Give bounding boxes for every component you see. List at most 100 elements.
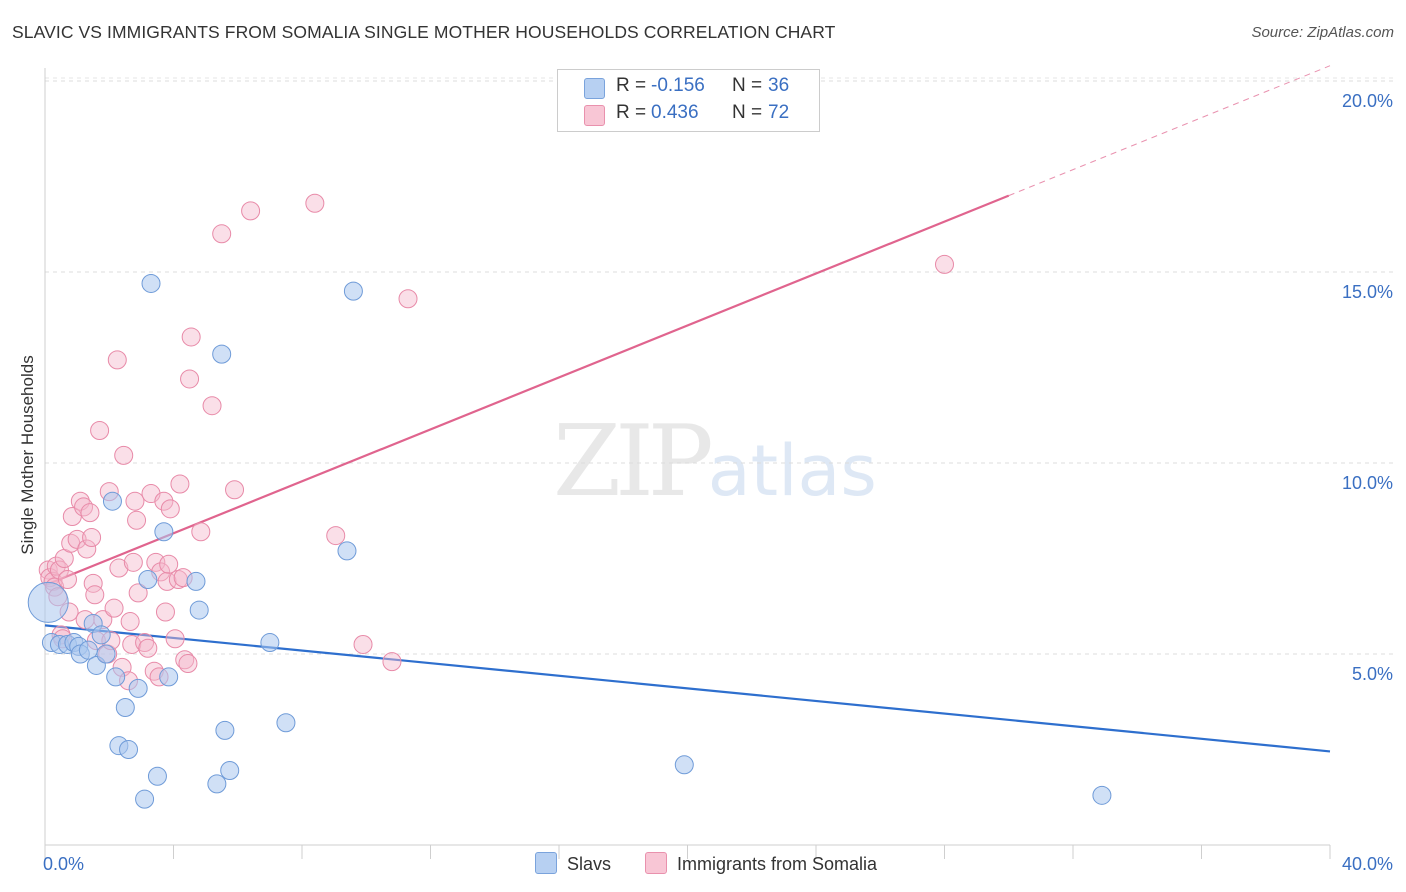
- somalia-point: [135, 633, 155, 653]
- somalia-legend-swatch: [645, 852, 667, 874]
- slavs-point: [186, 571, 206, 591]
- somalia-point: [128, 583, 148, 603]
- y-tick-label: 5.0%: [1352, 664, 1393, 684]
- slavs-legend-label: Slavs: [567, 854, 612, 874]
- somalia-point: [109, 558, 129, 578]
- somalia-trend-line: [44, 194, 1010, 587]
- somalia-point: [326, 526, 346, 546]
- slavs-point: [135, 789, 155, 809]
- slavs-r-value: -0.156: [651, 75, 705, 96]
- slavs-point: [159, 667, 179, 687]
- somalia-point: [180, 369, 200, 389]
- slavs-point: [138, 570, 158, 590]
- somalia-point: [154, 491, 174, 511]
- slavs-point: [91, 625, 111, 645]
- somalia-point: [80, 503, 100, 523]
- slavs-legend-swatch: [535, 852, 557, 874]
- somalia-point: [353, 634, 373, 654]
- somalia-point: [155, 602, 175, 622]
- x-tick-label-min: 0.0%: [43, 854, 84, 874]
- legend-item-slavs[interactable]: Slavs: [535, 852, 611, 875]
- somalia-point: [241, 201, 261, 221]
- slavs-point: [141, 273, 161, 293]
- slavs-swatch: [584, 78, 605, 99]
- data-points: [27, 193, 1112, 809]
- watermark-atlas: atlas: [707, 430, 877, 512]
- somalia-point: [46, 556, 66, 576]
- slavs-point: [106, 667, 126, 687]
- slavs-point: [220, 761, 240, 781]
- somalia-point: [104, 598, 124, 618]
- slavs-point: [27, 581, 69, 623]
- somalia-point: [170, 474, 190, 494]
- somalia-point: [120, 612, 140, 632]
- slavs-point: [215, 720, 235, 740]
- slavs-point: [115, 697, 135, 717]
- somalia-point: [127, 510, 147, 530]
- trend-lines: [44, 65, 1331, 753]
- somalia-point: [107, 350, 127, 370]
- somalia-point: [90, 421, 110, 441]
- somalia-point: [49, 560, 69, 580]
- watermark-zip: ZIP: [553, 405, 714, 519]
- slavs-n-value: 36: [768, 75, 790, 96]
- y-axis-label: Single Mother Households: [18, 355, 37, 555]
- slavs-point: [189, 600, 209, 620]
- x-tick-label-max: 40.0%: [1342, 854, 1393, 874]
- somalia-point: [225, 480, 245, 500]
- somalia-point: [138, 638, 158, 658]
- somalia-point: [85, 585, 105, 605]
- slavs-point: [102, 491, 122, 511]
- somalia-r-value: 0.436: [651, 102, 699, 123]
- slavs-point: [260, 633, 280, 653]
- somalia-point: [181, 327, 201, 347]
- somalia-point: [178, 654, 198, 674]
- slavs-n-label: N =: [732, 75, 763, 96]
- slavs-point: [96, 644, 116, 664]
- somalia-r-label: R =: [616, 102, 647, 123]
- y-tick-label: 20.0%: [1342, 91, 1393, 111]
- somalia-point: [191, 522, 211, 542]
- somalia-point: [123, 552, 143, 572]
- somalia-trend-extension: [1008, 65, 1331, 197]
- slavs-r-label: R =: [616, 75, 647, 96]
- y-tick-label: 15.0%: [1342, 282, 1393, 302]
- somalia-point: [125, 491, 145, 511]
- slavs-point: [674, 755, 694, 775]
- slavs-point: [128, 678, 148, 698]
- slavs-point: [212, 344, 232, 364]
- grid-lines: [45, 77, 1395, 655]
- source-label: Source: ZipAtlas.com: [1251, 24, 1394, 41]
- legend-item-somalia[interactable]: Immigrants from Somalia: [645, 852, 877, 875]
- somalia-point: [212, 224, 232, 244]
- tick-labels: 5.0% 10.0% 15.0% 20.0% 0.0% 40.0%: [43, 91, 1393, 874]
- somalia-point: [165, 629, 185, 649]
- somalia-point: [82, 527, 102, 547]
- somalia-point: [382, 652, 402, 672]
- correlation-legend: R = -0.156 N = 36 R = 0.436 N = 72: [557, 69, 820, 132]
- somalia-point: [57, 570, 77, 590]
- slavs-point: [147, 766, 167, 786]
- slavs-point: [343, 281, 363, 301]
- slavs-trend-line: [44, 624, 1331, 753]
- slavs-point: [276, 713, 296, 733]
- somalia-point: [77, 539, 97, 559]
- chart-title: SLAVIC VS IMMIGRANTS FROM SOMALIA SINGLE…: [12, 22, 836, 42]
- slavs-point: [337, 541, 357, 561]
- somalia-point: [305, 193, 325, 213]
- slavs-point: [207, 774, 227, 794]
- somalia-point: [935, 254, 954, 274]
- somalia-point: [159, 554, 179, 574]
- somalia-legend-label: Immigrants from Somalia: [677, 854, 878, 874]
- somalia-n-value: 72: [768, 102, 790, 123]
- somalia-point: [202, 396, 222, 416]
- somalia-point: [67, 529, 87, 549]
- somalia-point: [160, 499, 180, 519]
- somalia-swatch: [584, 105, 605, 126]
- slavs-point: [154, 522, 174, 542]
- slavs-point: [119, 740, 139, 759]
- y-tick-label: 10.0%: [1342, 473, 1393, 493]
- somalia-point: [114, 445, 134, 465]
- watermark: ZIPatlas: [553, 405, 877, 519]
